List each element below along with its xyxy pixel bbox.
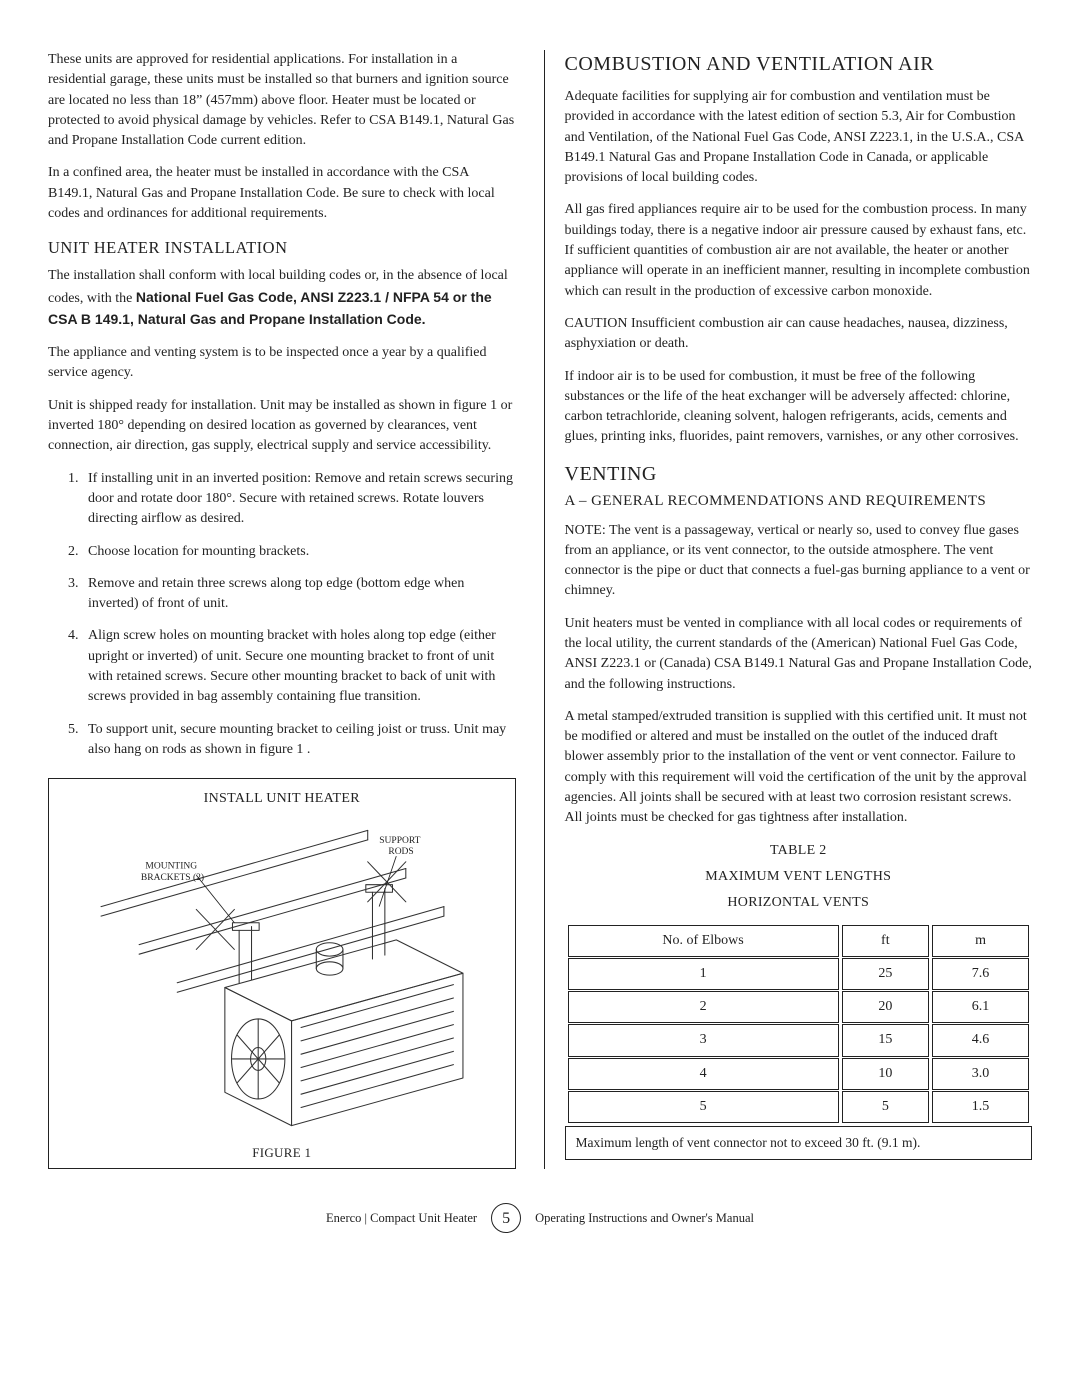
venting-p2: Unit heaters must be vented in complianc…: [565, 614, 1033, 695]
right-column: COMBUSTION AND VENTILATION AIR Adequate …: [544, 50, 1033, 1169]
table-cell: 3.0: [932, 1058, 1029, 1090]
table-row: 4 10 3.0: [568, 1058, 1030, 1090]
footer-left: Enerco | Compact Unit Heater: [326, 1209, 477, 1227]
install-step: Align screw holes on mounting bracket wi…: [82, 626, 516, 707]
combustion-p2: All gas fired appliances require air to …: [565, 200, 1033, 301]
table-footnote: Maximum length of vent connector not to …: [565, 1126, 1033, 1160]
svg-text:SUPPORT RODS: SUPPORT RODS: [379, 835, 423, 856]
fig-label-mounting-l1: MOUNTING: [145, 861, 197, 871]
table-header: m: [932, 925, 1029, 957]
footer-right: Operating Instructions and Owner's Manua…: [535, 1209, 754, 1227]
unit-heater-heading: UNIT HEATER INSTALLATION: [48, 236, 516, 260]
table-title-2: MAXIMUM VENT LENGTHS: [565, 867, 1033, 887]
install-step: Choose location for mounting brackets.: [82, 542, 516, 562]
install-steps-list: If installing unit in an inverted positi…: [48, 469, 516, 761]
table-title-3: HORIZONTAL VENTS: [565, 893, 1033, 913]
unit-heater-diagram-svg: MOUNTING BRACKETS (2) SUPPORT RODS: [82, 816, 482, 1140]
intro-para-2: In a confined area, the heater must be i…: [48, 163, 516, 224]
page-footer: Enerco | Compact Unit Heater 5 Operating…: [48, 1203, 1032, 1233]
table-cell: 15: [842, 1024, 929, 1056]
table-cell: 1.5: [932, 1091, 1029, 1123]
table-cell: 2: [568, 991, 839, 1023]
install-step: If installing unit in an inverted positi…: [82, 469, 516, 530]
table-row: 5 5 1.5: [568, 1091, 1030, 1123]
venting-p3: A metal stamped/extruded transition is s…: [565, 707, 1033, 829]
inspect-para: The appliance and venting system is to b…: [48, 343, 516, 384]
table-cell: 4: [568, 1058, 839, 1090]
table-body: 1 25 7.6 2 20 6.1 3 15 4.6 4 10 3.0: [568, 958, 1030, 1123]
table-row: 3 15 4.6: [568, 1024, 1030, 1056]
intro-para-1: These units are approved for residential…: [48, 50, 516, 151]
combustion-heading: COMBUSTION AND VENTILATION AIR: [565, 50, 1033, 79]
table-cell: 25: [842, 958, 929, 990]
table-header-row: No. of Elbows ft m: [568, 925, 1030, 957]
table-cell: 7.6: [932, 958, 1029, 990]
fig-label-support-l2: RODS: [388, 847, 413, 857]
fig-label-support-l1: SUPPORT: [379, 835, 420, 845]
fig-label-mounting-l2: BRACKETS (2): [141, 871, 204, 882]
table-row: 1 25 7.6: [568, 958, 1030, 990]
figure-title: INSTALL UNIT HEATER: [59, 789, 505, 809]
table-cell: 10: [842, 1058, 929, 1090]
install-conform-para: The installation shall conform with loca…: [48, 266, 516, 331]
combustion-p3: If indoor air is to be used for combusti…: [565, 367, 1033, 448]
table-header: No. of Elbows: [568, 925, 839, 957]
table-title-1: TABLE 2: [565, 841, 1033, 861]
table-cell: 3: [568, 1024, 839, 1056]
left-column: These units are approved for residential…: [48, 50, 516, 1169]
svg-text:MOUNTING BRACKETS: MOUNTING BRACKETS (2): [141, 861, 204, 882]
table-cell: 5: [842, 1091, 929, 1123]
venting-subheading: A – GENERAL RECOMMENDATIONS AND REQUIREM…: [565, 491, 1033, 513]
page-body: These units are approved for residential…: [48, 50, 1032, 1169]
install-step: To support unit, secure mounting bracket…: [82, 720, 516, 761]
shipped-para: Unit is shipped ready for installation. …: [48, 396, 516, 457]
table-cell: 20: [842, 991, 929, 1023]
venting-heading: VENTING: [565, 460, 1033, 489]
table-cell: 4.6: [932, 1024, 1029, 1056]
table-header: ft: [842, 925, 929, 957]
table-cell: 5: [568, 1091, 839, 1123]
table-row: 2 20 6.1: [568, 991, 1030, 1023]
combustion-p1: Adequate facilities for supplying air fo…: [565, 87, 1033, 188]
caution-para: CAUTION Insufficient combustion air can …: [565, 314, 1033, 355]
venting-p1: NOTE: The vent is a passageway, vertical…: [565, 521, 1033, 602]
figure-1-box: INSTALL UNIT HEATER: [48, 778, 516, 1169]
figure-caption: FIGURE 1: [59, 1144, 505, 1163]
figure-illustration: MOUNTING BRACKETS (2) SUPPORT RODS: [59, 816, 505, 1140]
vent-length-table: No. of Elbows ft m 1 25 7.6 2 20 6.1 3: [565, 924, 1033, 1125]
page-number: 5: [491, 1203, 521, 1233]
table-cell: 6.1: [932, 991, 1029, 1023]
table-cell: 1: [568, 958, 839, 990]
install-step: Remove and retain three screws along top…: [82, 574, 516, 615]
